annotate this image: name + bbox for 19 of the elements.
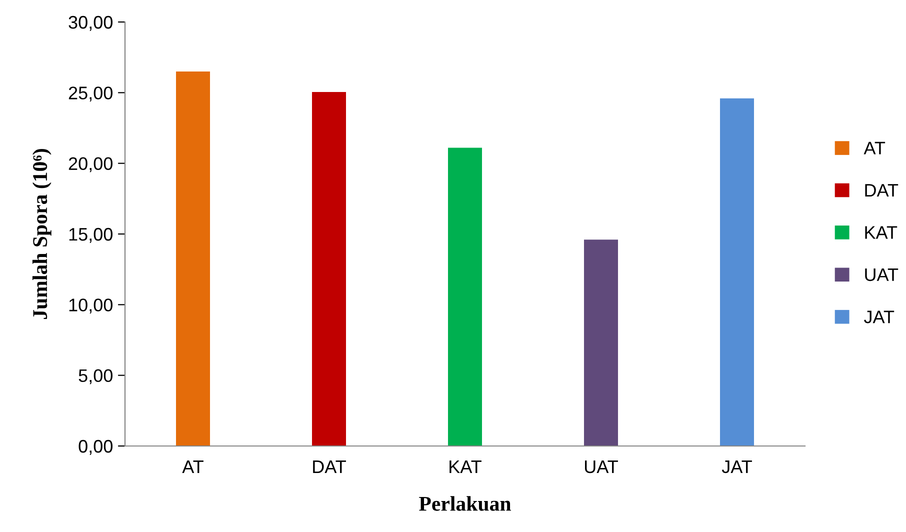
y-tick-label: 0,00 bbox=[78, 440, 112, 455]
y-tick-label: 5,00 bbox=[78, 369, 112, 384]
x-tick-label: JAT bbox=[722, 460, 752, 474]
x-tick-label: KAT bbox=[450, 460, 482, 473]
x-tick-label: UAT bbox=[585, 460, 618, 474]
legend-label: UAT bbox=[865, 268, 898, 282]
y-axis-title: Jumlah Spora (10⁶) bbox=[32, 149, 52, 319]
legend-label: DAT bbox=[865, 184, 898, 197]
x-tick-label: AT bbox=[182, 460, 204, 473]
x-axis-title: Perlakuan bbox=[419, 496, 511, 511]
legend-label: KAT bbox=[865, 226, 898, 239]
x-tick-label: DAT bbox=[313, 460, 346, 473]
y-tick-label: 15,00 bbox=[69, 228, 112, 243]
y-tick-label: 30,00 bbox=[68, 16, 112, 31]
y-tick-label: 10,00 bbox=[69, 298, 112, 314]
y-tick-label: 20,00 bbox=[68, 157, 112, 172]
y-tick-label: 25,00 bbox=[68, 86, 112, 102]
legend-label: JAT bbox=[864, 310, 894, 324]
legend-label: AT bbox=[864, 142, 886, 154]
